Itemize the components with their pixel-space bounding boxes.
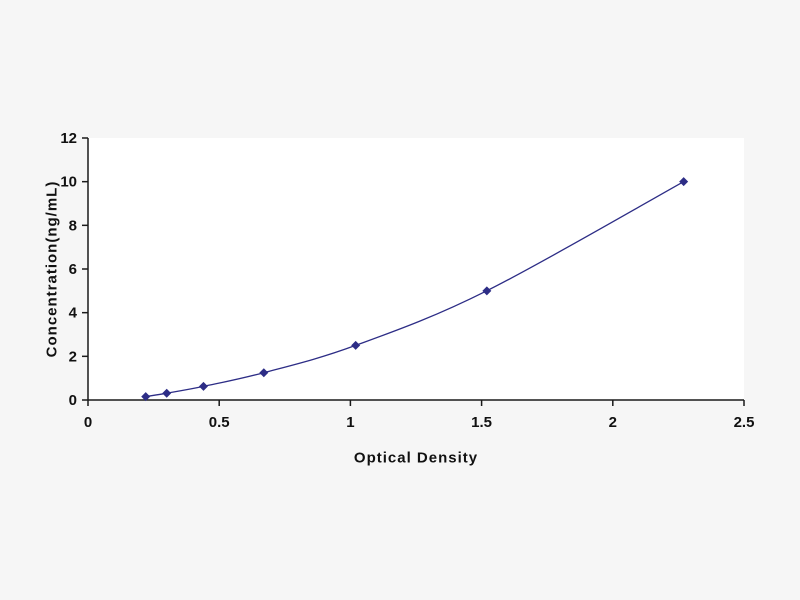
data-point-marker: [198, 381, 208, 391]
x-axis-title: Optical Density: [353, 449, 479, 467]
y-tick-label: 2: [69, 348, 77, 365]
y-axis-title: Concentration(ng/mL): [43, 180, 61, 358]
x-tick-label: 1: [346, 414, 354, 431]
y-tick-label: 8: [69, 217, 77, 234]
x-tick-label: 2.5: [734, 414, 755, 431]
data-point-marker: [141, 392, 151, 402]
plot-area: [88, 138, 744, 400]
x-tick-label: 0: [84, 414, 92, 431]
y-tick-label: 12: [60, 130, 77, 147]
data-point-marker: [351, 340, 361, 350]
data-point-marker: [679, 177, 689, 187]
y-tick-label: 6: [69, 261, 77, 278]
x-tick-label: 1.5: [471, 414, 492, 431]
data-point-marker: [259, 368, 269, 378]
series-line: [145, 181, 684, 398]
data-point-marker: [162, 388, 172, 398]
y-tick-label: 10: [60, 174, 77, 191]
y-tick-label: 4: [69, 305, 78, 322]
data-point-marker: [482, 286, 492, 296]
x-tick-label: 2: [609, 414, 617, 431]
y-tick-label: 0: [69, 392, 77, 409]
x-tick-label: 0.5: [209, 414, 230, 431]
